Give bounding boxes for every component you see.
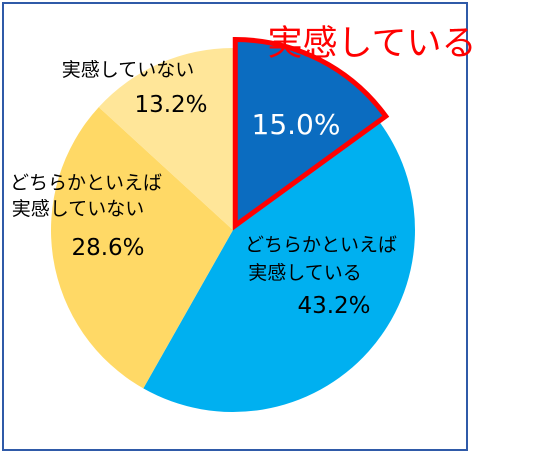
slice-category-label: 実感していない — [62, 59, 194, 81]
slice-category-label: どちらかといえば — [10, 172, 162, 194]
slice-category-label: どちらかといえば — [245, 234, 397, 256]
pie-slice-highlighted — [232, 37, 390, 231]
highlight-outline — [232, 37, 390, 231]
slice-value-label: 28.6% — [71, 235, 144, 261]
slice-category-label: 実感している — [248, 262, 361, 284]
slice-value-label: 13.2% — [134, 92, 207, 118]
pie-slice — [143, 123, 416, 412]
pie-slice — [50, 107, 233, 389]
slice-value-label: 43.2% — [297, 293, 370, 319]
slice-category-label: 実感していない — [12, 198, 144, 220]
callout-label: 実感している — [268, 24, 477, 64]
slice-value-label: 15.0% — [252, 108, 341, 141]
pie-slice — [98, 47, 234, 230]
